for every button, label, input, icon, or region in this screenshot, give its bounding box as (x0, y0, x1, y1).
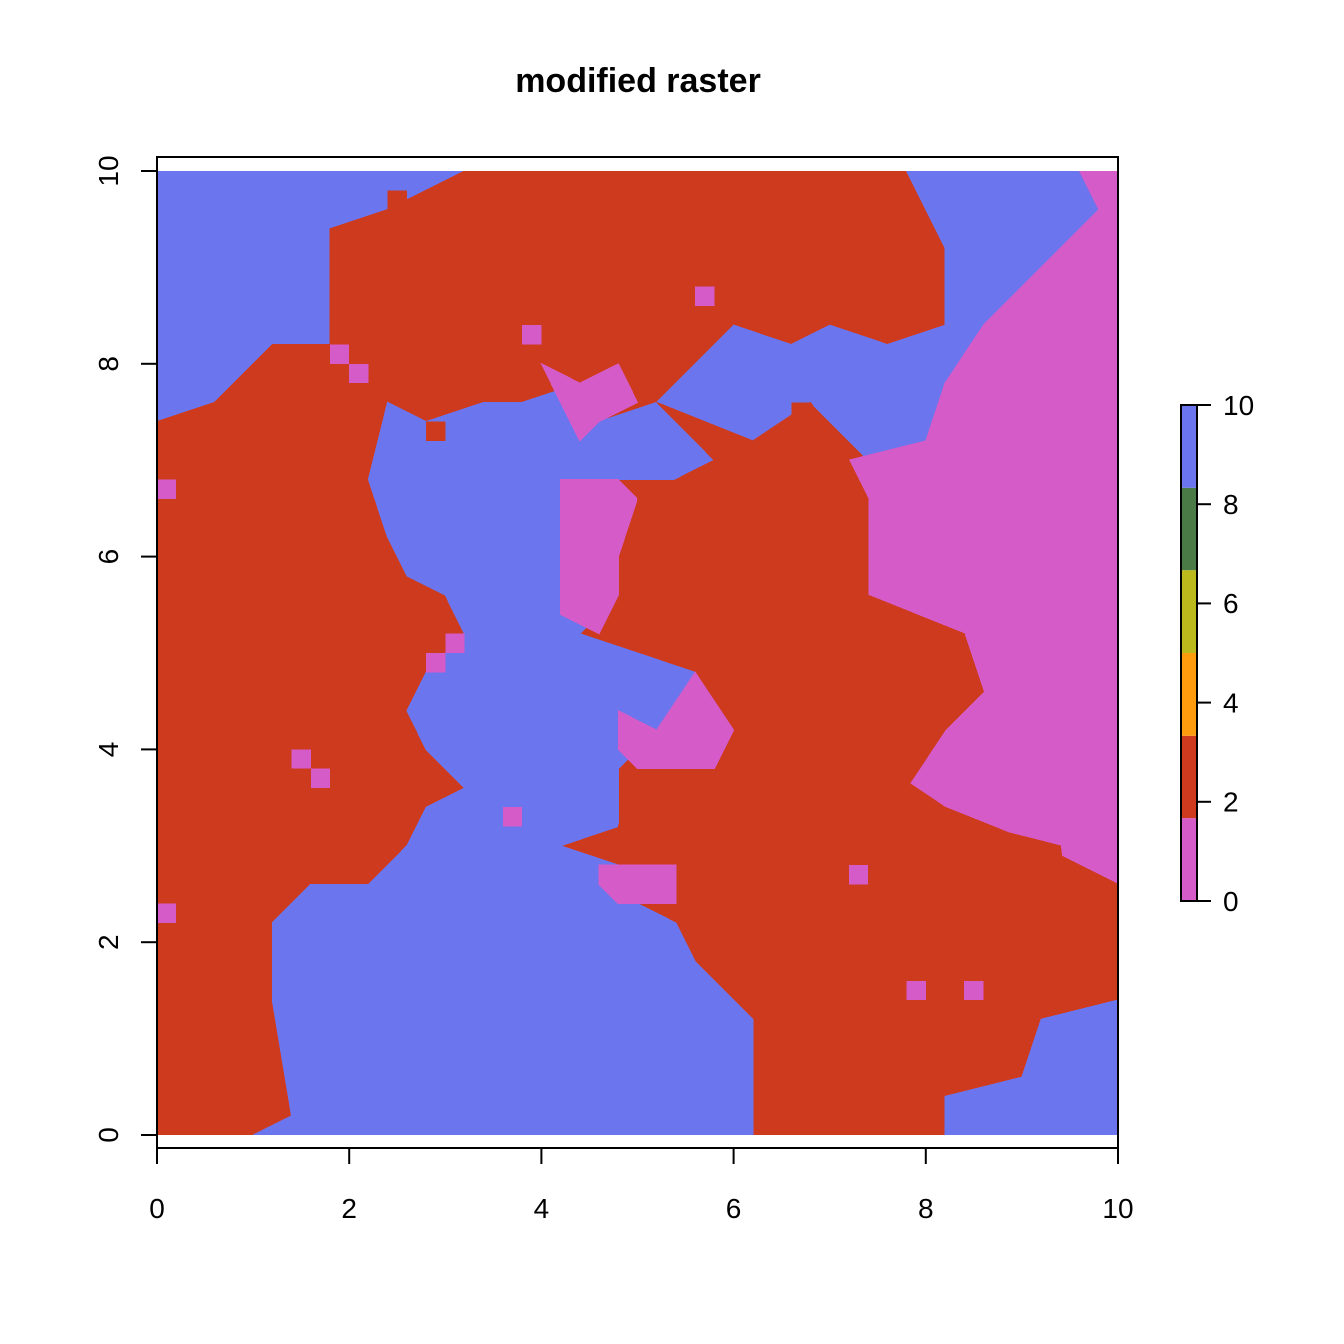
y-tick-label-3: 6 (93, 549, 124, 565)
x-tick-label-2: 4 (534, 1193, 550, 1224)
color-legend: 0 2 4 6 8 10 (1180, 390, 1254, 917)
raster-region-7 (560, 479, 639, 635)
raster-region-8 (617, 401, 1118, 1135)
raster-cells (157, 171, 1118, 1135)
raster-cell-12 (426, 653, 446, 673)
raster-region-10 (944, 999, 1118, 1135)
raster-cell-11 (502, 807, 523, 827)
raster-cell-9 (906, 980, 926, 1001)
y-tick-label-0: 0 (93, 1127, 124, 1143)
legend-tick-label-0: 0 (1223, 886, 1239, 917)
x-tick-label-4: 8 (918, 1193, 934, 1224)
raster-region-6 (540, 362, 639, 442)
raster-cell-4 (329, 344, 350, 364)
raster-cell-7 (695, 286, 715, 306)
raster-cell-2 (291, 749, 311, 769)
legend-swatch-4 (1181, 487, 1197, 571)
legend-tick-label-5: 10 (1223, 390, 1254, 421)
legend-swatch-2 (1181, 653, 1197, 736)
raster-cell-13 (445, 633, 465, 653)
raster-cell-15 (791, 402, 811, 422)
legend-tick-label-3: 6 (1223, 588, 1239, 619)
legend-box (1180, 404, 1198, 902)
chart-title: modified raster (515, 62, 761, 100)
x-axis: 0 2 4 6 8 10 (149, 1147, 1134, 1224)
y-axis: 0 2 4 6 8 10 (93, 155, 158, 1143)
raster-cell-3 (310, 768, 330, 788)
legend-swatch-0 (1181, 818, 1197, 901)
y-tick-label-4: 8 (93, 356, 124, 372)
raster-region-12 (617, 671, 735, 770)
legend-tick-label-1: 2 (1223, 787, 1239, 818)
raster-cell-0 (157, 479, 177, 499)
x-tick-label-3: 6 (726, 1193, 742, 1224)
x-tick-label-1: 2 (341, 1193, 357, 1224)
raster-cell-6 (522, 325, 542, 345)
legend-swatch-3 (1181, 570, 1197, 653)
raster-cell-1 (157, 903, 177, 923)
raster-cell-8 (848, 865, 869, 885)
raster-cell-14 (387, 190, 407, 210)
x-tick-label-0: 0 (149, 1193, 165, 1224)
plot-area (156, 156, 1119, 1149)
legend-tick-label-4: 8 (1223, 489, 1239, 520)
x-tick-label-5: 10 (1102, 1193, 1133, 1224)
legend-swatch-1 (1181, 735, 1197, 819)
y-tick-label-1: 2 (93, 934, 124, 950)
raster-cell-5 (349, 363, 369, 384)
raster-region-9 (252, 845, 754, 1135)
legend-swatch-5 (1181, 405, 1197, 488)
y-tick-label-5: 10 (93, 155, 124, 186)
raster-region-11 (598, 864, 677, 905)
y-tick-label-2: 4 (93, 742, 124, 758)
legend-tick-label-2: 4 (1223, 687, 1239, 718)
raster-cell-16 (426, 421, 446, 441)
raster-cell-10 (964, 980, 984, 1001)
